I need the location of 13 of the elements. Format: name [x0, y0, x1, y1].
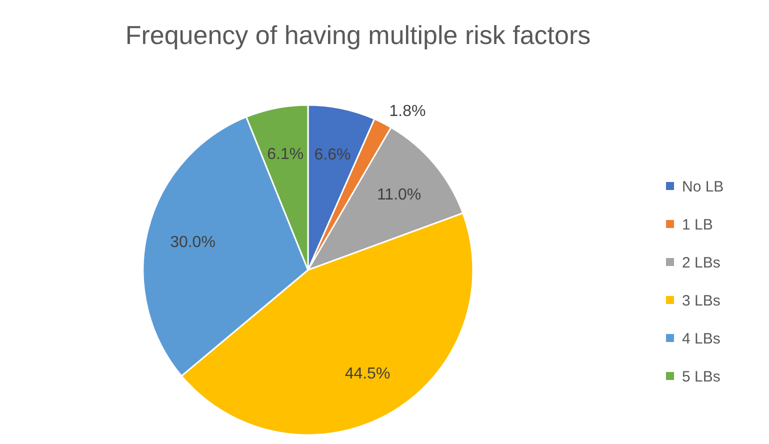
data-label: 6.6% [314, 146, 351, 164]
data-label: 1.8% [389, 103, 426, 120]
chart-title: Frequency of having multiple risk factors [125, 20, 591, 50]
legend-label: 3 LBs [682, 292, 720, 310]
data-label: 44.5% [344, 365, 390, 382]
legend-label: 2 LBs [682, 254, 720, 272]
legend-label: 4 LBs [682, 330, 720, 348]
data-label: 30.0% [170, 234, 216, 251]
legend-label: No LB [682, 178, 724, 196]
legend-label: 5 LBs [682, 368, 720, 386]
data-label: 11.0% [376, 186, 422, 204]
data-label: 6.1% [267, 146, 304, 163]
legend-label: 1 LB [682, 216, 713, 234]
